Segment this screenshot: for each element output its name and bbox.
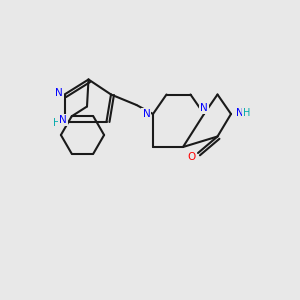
Text: N: N (200, 103, 208, 113)
Text: H: H (53, 118, 61, 128)
Text: N: N (236, 107, 244, 118)
Text: N: N (55, 88, 63, 98)
Text: N: N (142, 109, 150, 119)
Text: H: H (243, 107, 250, 118)
Text: N: N (59, 115, 67, 125)
Text: O: O (188, 152, 196, 163)
